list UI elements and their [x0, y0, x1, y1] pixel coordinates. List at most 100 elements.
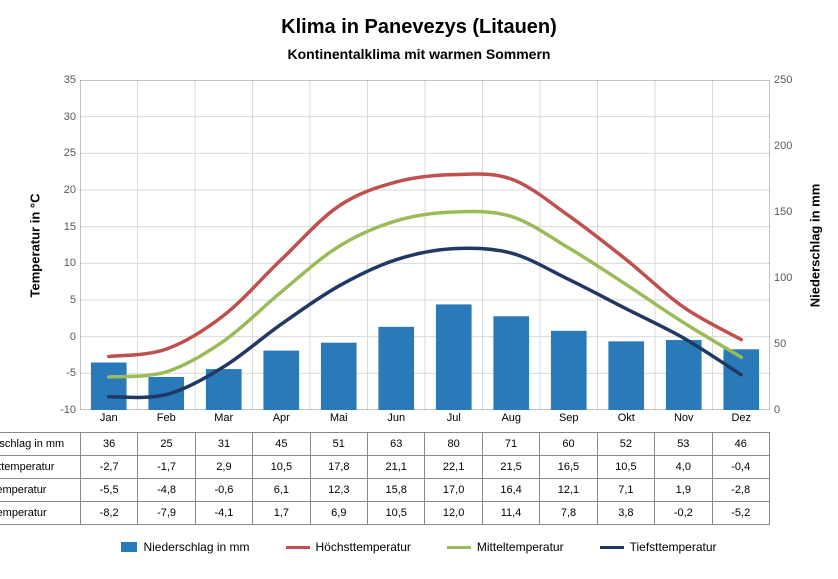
- table-row: Mitteltemperatur-5,5-4,8-0,66,112,315,81…: [0, 479, 770, 502]
- table-row: Niederschlag in mm3625314551638071605253…: [0, 433, 770, 456]
- category-label: Apr: [253, 412, 311, 424]
- data-table: Niederschlag in mm3625314551638071605253…: [0, 432, 770, 525]
- row-header: Mitteltemperatur: [0, 479, 80, 502]
- cell: -5,2: [712, 502, 769, 525]
- legend-swatch-line: [286, 546, 310, 549]
- left-tick-label: -10: [41, 404, 76, 416]
- cell: -4,8: [138, 479, 195, 502]
- cell: 12,1: [540, 479, 597, 502]
- cell: 4,0: [655, 456, 712, 479]
- legend-swatch-line: [600, 546, 624, 549]
- row-header: Höchsttemperatur: [0, 456, 80, 479]
- right-tick-label: 100: [774, 272, 809, 284]
- precip-bar: [263, 351, 299, 410]
- right-tick-label: 50: [774, 338, 809, 350]
- category-label: Jan: [80, 412, 138, 424]
- precip-bar: [608, 341, 644, 410]
- cell: 12,3: [310, 479, 367, 502]
- category-axis: JanFebMarAprMaiJunJulAugSepOktNovDez: [80, 412, 770, 432]
- precip-bar: [551, 331, 587, 410]
- legend-item: Höchsttemperatur: [286, 540, 411, 554]
- cell: 1,9: [655, 479, 712, 502]
- precip-bar: [378, 327, 414, 410]
- right-tick-label: 0: [774, 404, 809, 416]
- cell: 45: [253, 433, 310, 456]
- cell: -8,2: [80, 502, 137, 525]
- precip-bar: [666, 340, 702, 410]
- right-axis-title: Niederschlag in mm: [805, 80, 825, 410]
- left-tick-label: 35: [41, 74, 76, 86]
- left-axis-ticks: -10-505101520253035: [45, 80, 80, 410]
- category-label: Jun: [368, 412, 426, 424]
- legend-label: Höchsttemperatur: [316, 540, 411, 554]
- cell: -2,8: [712, 479, 769, 502]
- left-tick-label: 0: [41, 331, 76, 343]
- precip-bar: [91, 362, 127, 410]
- category-label: Jul: [425, 412, 483, 424]
- legend-swatch-line: [447, 546, 471, 549]
- left-tick-label: 10: [41, 257, 76, 269]
- cell: -0,4: [712, 456, 769, 479]
- left-tick-label: 25: [41, 147, 76, 159]
- left-tick-label: 5: [41, 294, 76, 306]
- cell: 46: [712, 433, 769, 456]
- left-axis-title: Temperatur in °C: [25, 80, 45, 410]
- cell: 15,8: [368, 479, 425, 502]
- cell: 6,9: [310, 502, 367, 525]
- cell: 1,7: [253, 502, 310, 525]
- right-tick-label: 250: [774, 74, 809, 86]
- category-label: Okt: [598, 412, 656, 424]
- precip-bar: [493, 316, 529, 410]
- legend-label: Mitteltemperatur: [477, 540, 564, 554]
- legend: Niederschlag in mm Höchsttemperatur Mittel…: [0, 540, 838, 554]
- cell: -1,7: [138, 456, 195, 479]
- left-tick-label: 30: [41, 111, 76, 123]
- legend-label: Niederschlag in mm: [143, 540, 249, 554]
- cell: 16,4: [482, 479, 539, 502]
- cell: 21,1: [368, 456, 425, 479]
- cell: 53: [655, 433, 712, 456]
- cell: -0,6: [195, 479, 252, 502]
- table-row: Höchsttemperatur-2,7-1,72,910,517,821,12…: [0, 456, 770, 479]
- legend-swatch-bar: [121, 542, 137, 552]
- cell: 11,4: [482, 502, 539, 525]
- category-label: Mai: [310, 412, 368, 424]
- cell: 2,9: [195, 456, 252, 479]
- cell: 17,8: [310, 456, 367, 479]
- category-label: Dez: [713, 412, 771, 424]
- row-header: Tiefsttemperatur: [0, 502, 80, 525]
- chart-svg: [80, 80, 770, 410]
- cell: 10,5: [597, 456, 654, 479]
- right-tick-label: 150: [774, 206, 809, 218]
- cell: 21,5: [482, 456, 539, 479]
- category-label: Sep: [540, 412, 598, 424]
- left-tick-label: 15: [41, 221, 76, 233]
- cell: 10,5: [368, 502, 425, 525]
- left-tick-label: -5: [41, 367, 76, 379]
- row-header: Niederschlag in mm: [0, 433, 80, 456]
- cell: 52: [597, 433, 654, 456]
- chart-area: Temperatur in °C Niederschlag in mm -10-…: [45, 80, 805, 410]
- cell: 71: [482, 433, 539, 456]
- cell: -2,7: [80, 456, 137, 479]
- table-row: Tiefsttemperatur-8,2-7,9-4,11,76,910,512…: [0, 502, 770, 525]
- cell: 60: [540, 433, 597, 456]
- precip-bar: [436, 304, 472, 410]
- category-label: Mar: [195, 412, 253, 424]
- cell: 25: [138, 433, 195, 456]
- cell: 7,8: [540, 502, 597, 525]
- cell: 31: [195, 433, 252, 456]
- cell: 22,1: [425, 456, 482, 479]
- right-tick-label: 200: [774, 140, 809, 152]
- cell: 63: [368, 433, 425, 456]
- chart-subtitle: Kontinentalklima mit warmen Sommern: [0, 46, 838, 62]
- cell: -7,9: [138, 502, 195, 525]
- right-axis-ticks: 050100150200250: [770, 80, 805, 410]
- cell: 7,1: [597, 479, 654, 502]
- category-label: Nov: [655, 412, 713, 424]
- cell: -0,2: [655, 502, 712, 525]
- precip-bar: [321, 343, 357, 410]
- cell: 12,0: [425, 502, 482, 525]
- cell: 80: [425, 433, 482, 456]
- cell: -5,5: [80, 479, 137, 502]
